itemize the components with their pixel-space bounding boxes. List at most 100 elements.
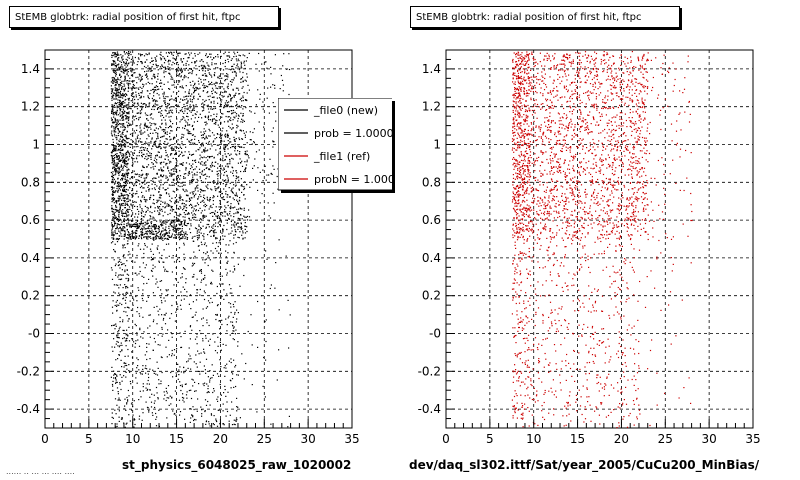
scatter-point — [168, 72, 170, 74]
scatter-point — [115, 216, 117, 218]
scatter-point — [134, 161, 136, 163]
scatter-point — [118, 67, 120, 69]
scatter-point — [213, 75, 216, 77]
scatter-point — [117, 393, 119, 395]
scatter-point — [245, 164, 248, 166]
scatter-point — [188, 358, 190, 360]
scatter-point — [123, 165, 125, 167]
scatter-point — [242, 119, 244, 121]
scatter-point — [206, 85, 208, 87]
scatter-point — [130, 176, 133, 179]
scatter-point — [126, 396, 128, 399]
scatter-point — [127, 292, 129, 294]
scatter-point — [227, 55, 229, 57]
scatter-point — [162, 187, 164, 189]
scatter-point — [225, 211, 227, 213]
scatter-point — [114, 169, 116, 171]
scatter-point — [183, 401, 185, 403]
scatter-point — [117, 190, 119, 192]
scatter-point — [161, 170, 163, 172]
scatter-point — [163, 229, 165, 231]
scatter-point — [237, 228, 239, 230]
scatter-point — [204, 75, 207, 77]
scatter-point — [133, 185, 135, 187]
scatter-point — [122, 169, 124, 171]
scatter-point — [177, 308, 179, 310]
scatter-point — [223, 121, 226, 123]
scatter-point — [215, 419, 217, 422]
scatter-point — [248, 89, 250, 91]
scatter-point — [167, 187, 169, 189]
scatter-point — [186, 207, 188, 209]
scatter-point — [145, 199, 147, 201]
scatter-point — [122, 190, 124, 192]
scatter-point — [238, 93, 240, 95]
scatter-point — [163, 130, 165, 133]
scatter-point — [227, 252, 229, 254]
scatter-point — [124, 180, 127, 183]
scatter-point — [233, 56, 235, 58]
scatter-point — [114, 373, 116, 375]
scatter-point — [113, 216, 115, 218]
scatter-point — [226, 274, 228, 276]
scatter-point — [181, 396, 184, 399]
scatter-point — [228, 143, 230, 145]
scatter-point — [141, 90, 143, 92]
scatter-point — [118, 160, 120, 163]
scatter-point — [188, 204, 191, 207]
scatter-point — [165, 71, 167, 73]
scatter-point — [122, 197, 124, 199]
scatter-point — [222, 169, 224, 171]
scatter-point — [192, 124, 194, 127]
scatter-point — [166, 392, 168, 394]
scatter-point — [150, 67, 152, 69]
scatter-point — [114, 135, 116, 137]
scatter-point — [201, 117, 203, 119]
scatter-point — [186, 190, 188, 192]
scatter-point — [147, 327, 149, 329]
scatter-point — [122, 167, 124, 170]
scatter-point — [212, 391, 214, 394]
scatter-point — [133, 72, 135, 74]
scatter-point — [111, 56, 113, 58]
scatter-point — [198, 65, 200, 68]
scatter-point — [170, 51, 172, 53]
scatter-point — [145, 67, 147, 69]
scatter-point — [117, 167, 119, 169]
scatter-point — [223, 148, 225, 150]
scatter-point — [183, 117, 185, 119]
scatter-point — [163, 249, 165, 251]
scatter-point — [181, 185, 183, 187]
scatter-point — [115, 382, 117, 384]
scatter-point — [157, 151, 159, 153]
scatter-point — [172, 190, 174, 192]
scatter-point — [229, 80, 232, 82]
scatter-point — [213, 230, 215, 232]
scatter-point — [282, 90, 284, 92]
scatter-point — [160, 155, 163, 157]
scatter-point — [162, 56, 164, 58]
scatter-point — [221, 159, 223, 161]
scatter-point — [132, 225, 134, 227]
scatter-point — [152, 292, 154, 294]
scatter-point — [117, 59, 119, 61]
scatter-point — [219, 283, 221, 285]
scatter-point — [138, 415, 141, 417]
scatter-point — [183, 372, 185, 374]
scatter-point — [139, 270, 141, 273]
scatter-point — [111, 224, 113, 226]
scatter-point — [168, 110, 170, 112]
scatter-point — [153, 306, 155, 308]
scatter-point — [214, 186, 216, 188]
scatter-point — [131, 80, 133, 82]
scatter-point — [204, 410, 206, 413]
scatter-point — [210, 106, 212, 108]
scatter-point — [121, 102, 123, 104]
scatter-point — [170, 175, 173, 177]
scatter-point — [189, 110, 191, 112]
scatter-point — [126, 337, 128, 339]
scatter-point — [125, 181, 127, 183]
scatter-point — [132, 92, 134, 94]
scatter-point — [114, 118, 116, 120]
scatter-point — [157, 286, 159, 288]
